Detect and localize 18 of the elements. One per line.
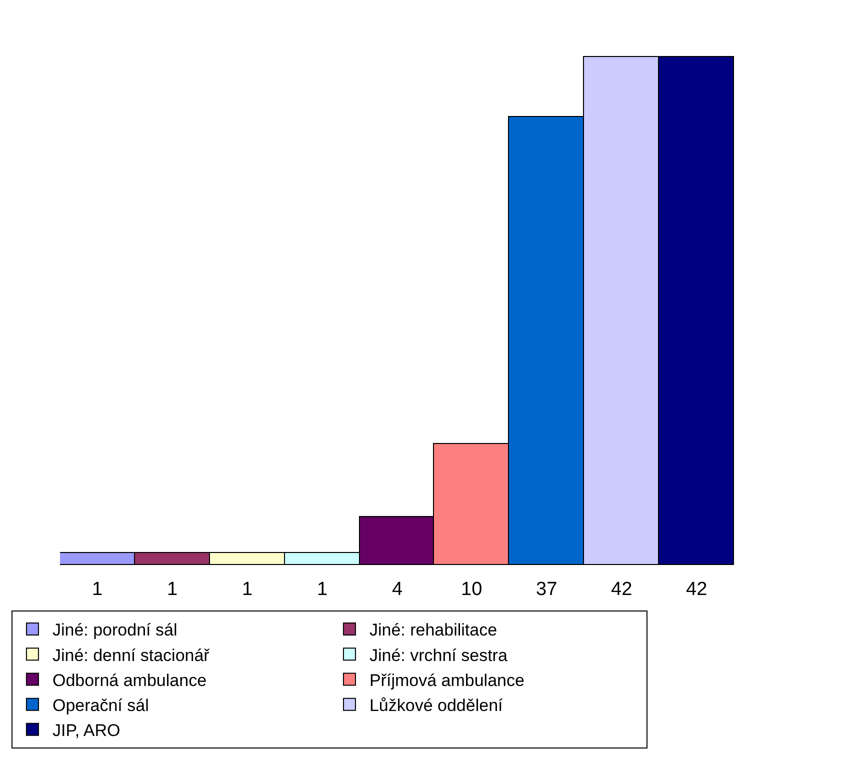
data-label: 10 — [461, 579, 482, 600]
data-label: 1 — [317, 579, 328, 600]
data-label: 42 — [611, 579, 632, 600]
legend-label: Jiné: vrchní sestra — [369, 646, 508, 665]
legend-label: Lůžkové oddělení — [369, 696, 504, 715]
legend-label: Jiné: porodní sál — [52, 620, 178, 640]
legend-label: Příjmová ambulance — [369, 670, 524, 690]
legend-label: Odborná ambulance — [52, 670, 207, 690]
legend-label: Jiné: denní stacionář — [52, 646, 210, 665]
legend-label: Operační sál — [52, 696, 149, 715]
data-label: 4 — [392, 579, 403, 600]
data-label: 1 — [167, 579, 178, 600]
data-label: 1 — [92, 579, 103, 600]
data-label: 1 — [242, 579, 253, 600]
data-label: 37 — [536, 579, 558, 600]
data-label: 42 — [686, 579, 708, 600]
legend-label: Jiné: rehabilitace — [369, 620, 498, 640]
legend-label: JIP, ARO — [52, 721, 120, 740]
